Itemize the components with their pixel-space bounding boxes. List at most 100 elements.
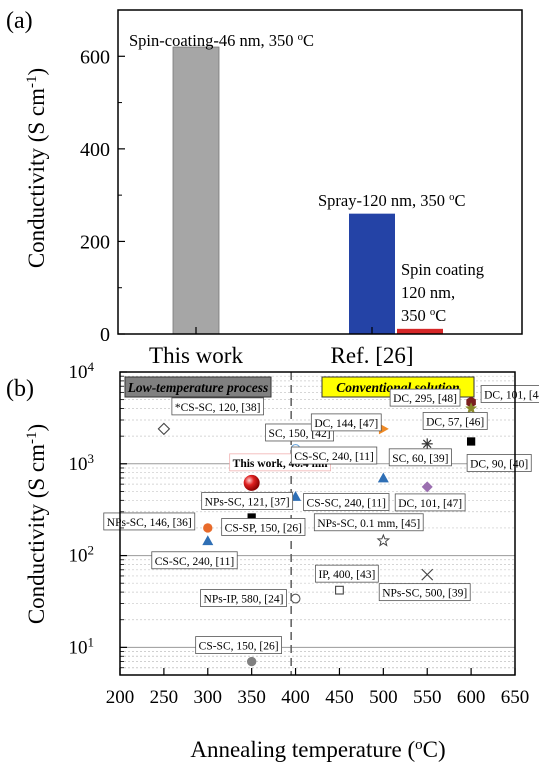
- degree-sign: o: [298, 31, 303, 43]
- annotation: Spray-120 nm, 350 oC: [318, 191, 465, 210]
- point-label: CS-SC, 240, [11]: [304, 494, 389, 511]
- tick-exponent: 2: [88, 542, 95, 557]
- panel-b-label: (b): [6, 376, 34, 402]
- point-label: CS-SP, 150, [26]: [222, 518, 305, 535]
- point-marker: [244, 475, 260, 491]
- point-label-text: CS-SC, 240, [11]: [155, 556, 234, 568]
- y-tick-label: 400: [80, 139, 110, 161]
- point-label: DC, 57, [46]: [423, 412, 487, 429]
- panel-a-x-tick-labels: This work Ref. [26]: [149, 343, 413, 368]
- point-label-text: *CS-SC, 120, [38]: [175, 402, 261, 414]
- point-marker: [378, 473, 389, 483]
- point-label-text: DC, 57, [46]: [426, 416, 484, 428]
- point-marker: [203, 523, 212, 532]
- point-label: SC, 60, [39]: [389, 449, 451, 466]
- point-label-text: CS-SP, 150, [26]: [225, 522, 302, 534]
- x-tick-label: This work: [149, 343, 243, 368]
- x-tick-label: 250: [150, 687, 179, 708]
- degree-sign: o: [430, 306, 435, 318]
- x-tick-label: 550: [413, 687, 442, 708]
- bar: [397, 329, 443, 334]
- point-label-text: IP, 400, [43]: [318, 569, 375, 581]
- panel-a-y-axis-label-text: Conductivity (S cm-1): [24, 68, 49, 268]
- point-label: NPs-SC, 146, [36]: [104, 513, 195, 530]
- panel-a: (a) Conductivity (S cm-1) Spin-coating-4…: [6, 8, 522, 368]
- x-tick-label: 600: [457, 687, 486, 708]
- point-label-text: CS-SC, 240, [11]: [307, 498, 386, 510]
- region-label: Low-temperature process: [127, 380, 269, 395]
- point-label: NPs-SC, 0.1 mm, [45]: [314, 514, 423, 531]
- panel-b-x-axis-label: Annealing temperature (oC): [190, 737, 445, 762]
- point-marker: [422, 481, 433, 492]
- point-label-text: DC, 101, [47]: [398, 498, 462, 510]
- x-tick-label: 450: [325, 687, 354, 708]
- x-tick-label: 350: [237, 687, 266, 708]
- bar: [173, 47, 219, 334]
- annotation: 120 nm,: [401, 283, 455, 302]
- degree-sign: o: [415, 737, 423, 753]
- superscript: -1: [24, 76, 40, 89]
- superscript: -1: [24, 432, 40, 445]
- point-label-text: NPs-SC, 0.1 mm, [45]: [317, 518, 420, 530]
- point-label: DC, 144, [47]: [311, 414, 381, 431]
- degree-sign: o: [449, 191, 454, 203]
- point-label-text: DC, 90, [40]: [470, 458, 528, 470]
- point-marker: [291, 594, 300, 603]
- panel-a-y-tick-labels: 0 200 400 600: [80, 46, 110, 346]
- tick-exponent: 1: [88, 634, 95, 649]
- bar: [349, 214, 395, 334]
- y-tick-label: 600: [80, 46, 110, 68]
- panel-b-y-tick-labels: 101 102 103 104: [69, 359, 95, 659]
- point-label-text: DC, 295, [48]: [393, 393, 457, 405]
- x-tick-label: 300: [194, 687, 223, 708]
- point-label: CS-SC, 240, [11]: [152, 552, 237, 569]
- point-label: DC, 101, [47]: [395, 494, 465, 511]
- point-label: NPs-SC, 500, [39]: [379, 584, 470, 601]
- point-label-text: DC, 101, [44]: [484, 390, 539, 402]
- point-label: NPs-SC, 121, [37]: [202, 492, 293, 509]
- point-label-text: NPs-SC, 500, [39]: [382, 588, 467, 600]
- y-tick-label: 103: [69, 450, 95, 475]
- panel-b-y-axis-label: Conductivity (S cm-1): [24, 424, 49, 624]
- point-label: CS-SC, 240, [11]: [291, 447, 376, 464]
- point-label-text: CS-SC, 240, [11]: [294, 451, 373, 463]
- x-tick-label: Ref. [26]: [330, 343, 413, 368]
- point-marker: [247, 657, 256, 666]
- point-marker: [422, 438, 433, 449]
- point-marker: [202, 535, 213, 545]
- point-label: DC, 90, [40]: [467, 454, 531, 471]
- point-label-text: NPs-SC, 121, [37]: [205, 496, 290, 508]
- point-label: DC, 295, [48]: [390, 389, 460, 406]
- panel-a-y-axis-label: Conductivity (S cm-1): [24, 68, 49, 268]
- point-marker: [378, 535, 389, 545]
- y-tick-label: 101: [69, 634, 95, 659]
- panel-b: (b) Low-temperature process Conventional …: [6, 359, 539, 763]
- point-label-text: DC, 144, [47]: [314, 418, 378, 430]
- y-tick-label: 102: [69, 542, 95, 567]
- point-marker: [467, 437, 475, 445]
- annotation: Spin coating: [401, 260, 484, 279]
- annotation: Spin-coating-46 nm, 350 oC: [129, 31, 314, 50]
- tick-exponent: 3: [88, 450, 95, 465]
- point-label: CS-SC, 150, [26]: [196, 637, 282, 654]
- x-tick-label: 400: [281, 687, 310, 708]
- annotation: 350 oC: [401, 306, 446, 325]
- x-tick-label: 200: [106, 687, 135, 708]
- point-label-text: CS-SC, 150, [26]: [199, 641, 279, 653]
- x-tick-label: 500: [369, 687, 398, 708]
- point-label-text: NPs-IP, 580, [24]: [204, 594, 284, 606]
- x-tick-label: 650: [501, 687, 530, 708]
- point-label: NPs-IP, 580, [24]: [201, 590, 287, 607]
- y-tick-label: 104: [69, 359, 95, 384]
- panel-a-label: (a): [6, 8, 33, 34]
- panel-b-x-tick-labels: 200 250 300 350 400 450 500 550 600 650: [106, 687, 530, 708]
- point-marker: [336, 586, 344, 594]
- point-label-text: SC, 60, [39]: [392, 453, 448, 465]
- tick-exponent: 4: [88, 359, 95, 374]
- point-label: DC, 101, [44]: [481, 386, 539, 403]
- point-label: *CS-SC, 120, [38]: [172, 398, 264, 415]
- panel-b-point-labels: *CS-SC, 120, [38]This work, 46.4 nmNPs-S…: [104, 386, 539, 654]
- y-tick-label: 200: [80, 231, 110, 253]
- y-tick-label: 0: [100, 324, 110, 346]
- point-marker: [158, 423, 169, 434]
